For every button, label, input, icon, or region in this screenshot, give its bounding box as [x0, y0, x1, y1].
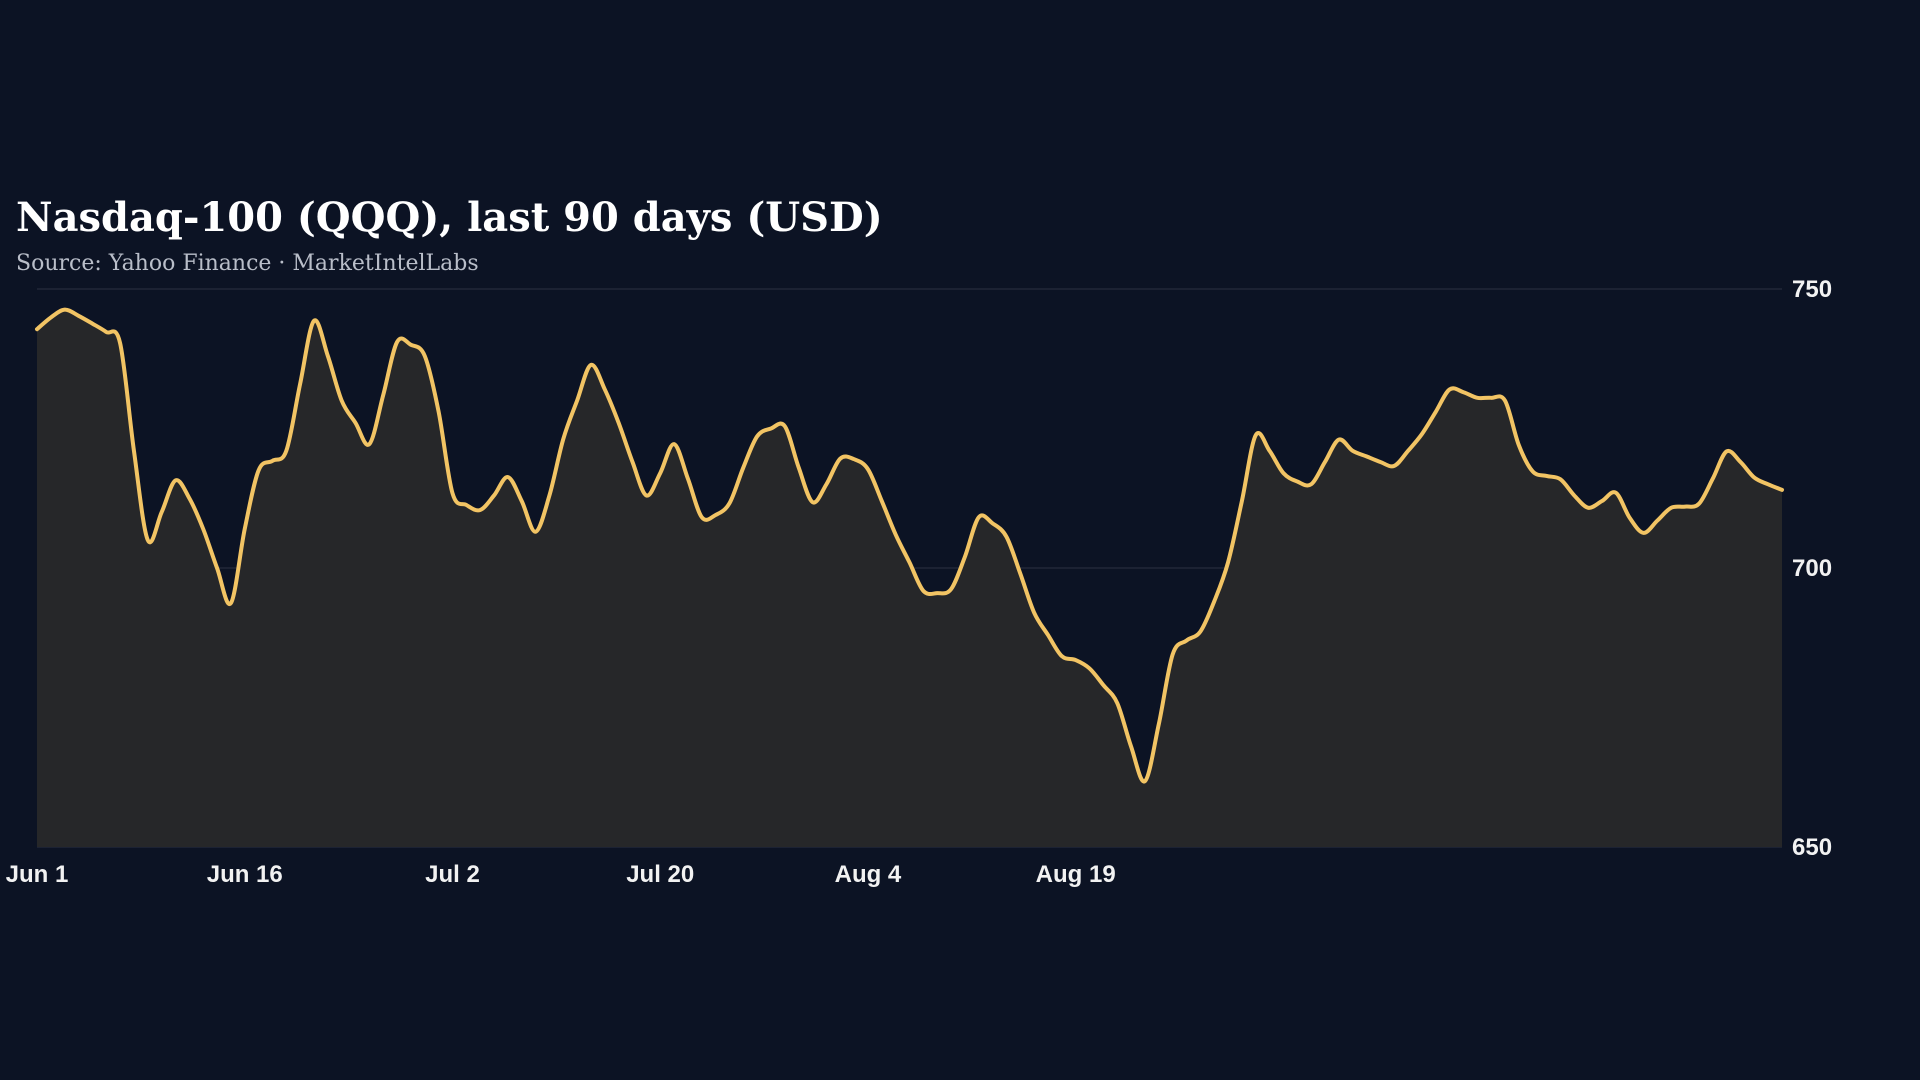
y-tick-label: 750 [1792, 276, 1832, 303]
y-tick-label: 700 [1792, 555, 1832, 582]
x-tick-label: Aug 4 [835, 861, 902, 888]
price-line [35, 307, 1784, 784]
chart-title: Nasdaq-100 (QQQ), last 90 days (USD) [16, 194, 883, 241]
chart-subtitle: Source: Yahoo Finance · MarketIntelLabs [16, 251, 479, 276]
x-tick-label: Aug 19 [1036, 861, 1116, 888]
x-tick-label: Jul 20 [626, 861, 694, 888]
x-tick-label: Jul 2 [425, 861, 480, 888]
y-tick-label: 650 [1792, 834, 1832, 861]
x-tick-label: Jun 1 [6, 861, 69, 888]
x-tick-label: Jun 16 [207, 861, 283, 888]
